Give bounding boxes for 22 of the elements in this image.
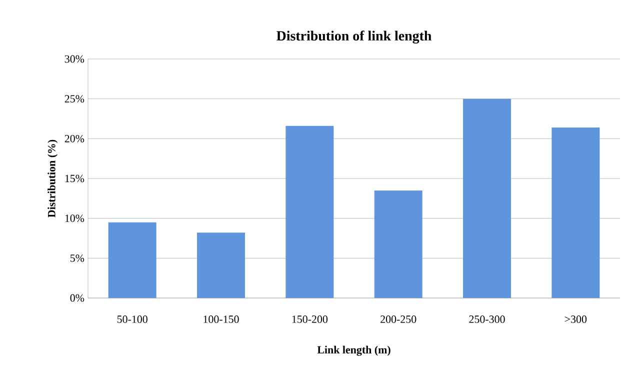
y-tick-label: 5% [70,254,84,262]
y-tick-label: 30% [64,55,84,63]
x-tick-label: 50-100 [117,316,148,323]
x-tick-label: 100-150 [204,316,239,323]
bar [286,126,334,298]
y-axis-title: Distribution (%) [48,140,58,218]
y-tick-label: 25% [64,95,84,103]
bar [374,190,422,298]
x-axis-title: Link length (m) [317,346,390,356]
bar [197,232,245,298]
bar [463,98,512,298]
chart-title: Distribution of link length [276,30,432,44]
x-tick-label: 150-200 [292,316,328,323]
y-tick-label: 20% [64,134,84,142]
y-tick-label: 15% [65,174,84,182]
bar [108,222,156,298]
x-tick-label: 250-300 [469,316,505,323]
y-tick-label: 0% [70,294,84,302]
x-tick-label: 200-250 [380,316,416,323]
y-tick-label: 10% [65,214,84,222]
x-tick-label: >300 [564,316,587,323]
bar [552,128,600,298]
